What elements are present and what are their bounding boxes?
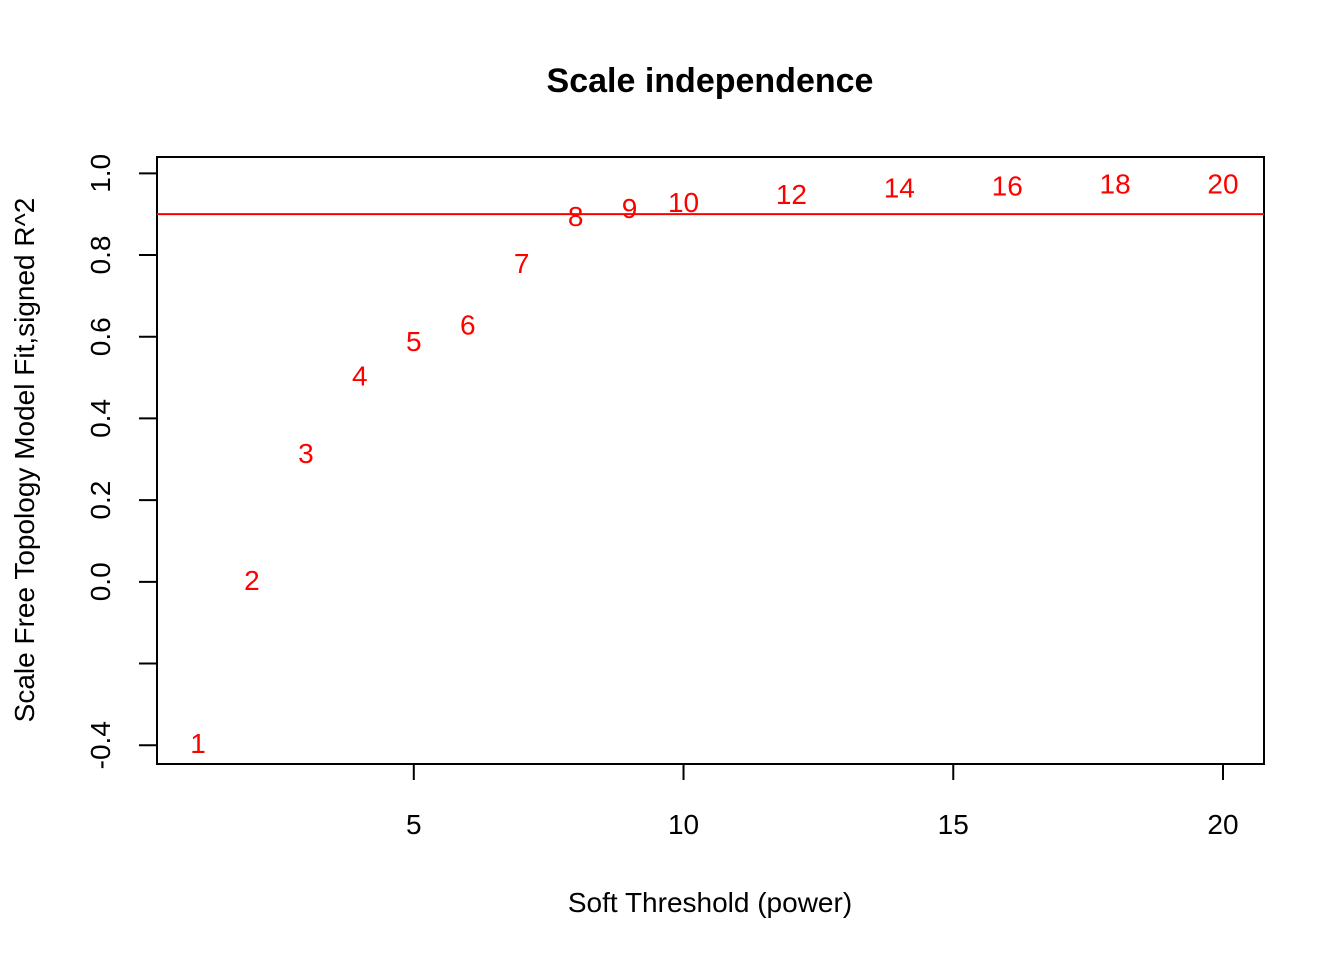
- data-point-label: 18: [1100, 169, 1131, 200]
- x-tick-label: 5: [406, 809, 422, 840]
- data-point-label: 12: [776, 179, 807, 210]
- y-tick-label: 0.8: [85, 236, 116, 275]
- data-point-label: 5: [406, 326, 422, 357]
- data-point-label: 2: [244, 565, 260, 596]
- x-tick-label: 10: [668, 809, 699, 840]
- data-point-label: 3: [298, 438, 314, 469]
- data-point-label: 20: [1207, 169, 1238, 200]
- data-point-label: 10: [668, 187, 699, 218]
- y-tick-label: 0.6: [85, 317, 116, 356]
- y-tick-label: 0.0: [85, 562, 116, 601]
- data-point-label: 4: [352, 361, 368, 392]
- data-point-label: 8: [568, 201, 584, 232]
- data-point-label: 14: [884, 173, 915, 204]
- data-point-label: 9: [622, 193, 638, 224]
- data-point-label: 7: [514, 248, 530, 279]
- y-tick-label: 1.0: [85, 154, 116, 193]
- data-point-label: 1: [190, 728, 206, 759]
- y-tick-label: 0.4: [85, 399, 116, 438]
- x-axis: 5 10 15 20: [406, 764, 1239, 840]
- y-axis-label: Scale Free Topology Model Fit,signed R^2: [9, 198, 40, 723]
- x-axis-label: Soft Threshold (power): [568, 887, 852, 918]
- x-tick-label: 15: [938, 809, 969, 840]
- chart-title: Scale independence: [547, 62, 874, 100]
- y-axis: -0.4 0.0 0.2 0.4 0.6 0.8 1.0: [85, 154, 157, 769]
- data-point-label: 16: [992, 171, 1023, 202]
- x-tick-label: 20: [1207, 809, 1238, 840]
- y-tick-label: -0.4: [85, 721, 116, 769]
- plot-frame: [156, 156, 1265, 765]
- y-tick-label: 0.2: [85, 481, 116, 520]
- data-point-label: 6: [460, 309, 476, 340]
